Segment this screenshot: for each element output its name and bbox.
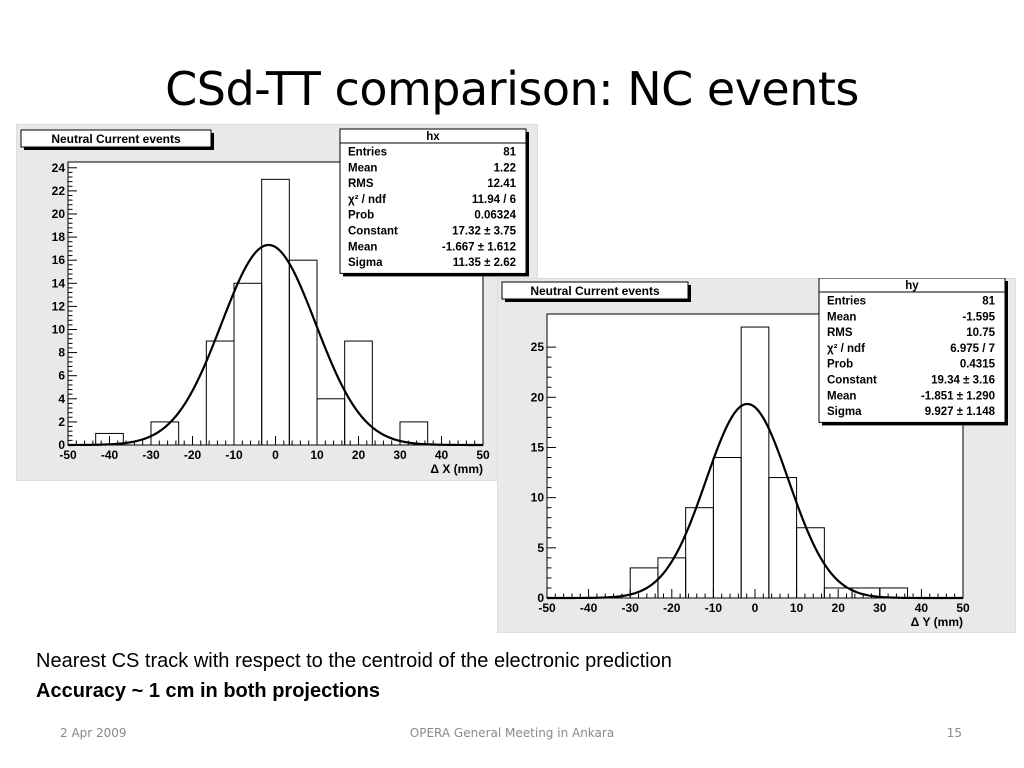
stats-row-value: 0.4315: [960, 359, 996, 371]
x-tick-label: -40: [580, 601, 598, 615]
stats-row-label: Entries: [348, 147, 387, 159]
histogram-bar: [150, 421, 180, 446]
y-tick-label: 4: [58, 392, 65, 406]
stats-row-value: 11.94 / 6: [472, 194, 516, 206]
stats-box: [339, 128, 527, 274]
x-tick-label: 30: [873, 601, 887, 615]
y-tick-label: 2: [58, 415, 65, 429]
y-tick-label: 0: [58, 438, 65, 452]
y-tick-label: 10: [52, 322, 66, 336]
x-tick-label: -20: [663, 601, 681, 615]
stats-row-value: -1.667 ± 1.612: [442, 241, 516, 253]
footer-page-number: 15: [946, 726, 962, 740]
y-tick-label: 0: [537, 591, 544, 605]
x-tick-label: 50: [956, 601, 970, 615]
histogram-title: Neutral Current events: [51, 132, 181, 146]
stats-row-label: Prob: [348, 210, 374, 222]
stats-row-label: Mean: [827, 390, 856, 402]
stats-row-value: -1.595: [962, 311, 995, 323]
stats-row-label: Sigma: [827, 406, 862, 418]
stats-row-value: 6.975 / 7: [950, 343, 995, 355]
stats-row-value: 11.35 ± 2.62: [453, 257, 516, 269]
x-tick-label: 10: [310, 448, 324, 462]
y-tick-label: 20: [52, 207, 66, 221]
slide-title: CSd-TT comparison: NC events: [165, 62, 859, 116]
stats-row-label: Mean: [827, 311, 856, 323]
y-tick-label: 20: [531, 390, 545, 404]
y-tick-label: 12: [52, 299, 66, 313]
gaussian-fit-curve: [67, 243, 483, 447]
x-tick-label: -50: [538, 601, 556, 615]
stats-row-value: 10.75: [966, 327, 995, 339]
stats-row-label: Mean: [348, 241, 377, 253]
y-tick-label: 22: [52, 184, 66, 198]
title-box: [20, 129, 212, 148]
y-tick-label: 15: [531, 440, 545, 454]
x-tick-label: -50: [59, 448, 77, 462]
stats-row-value: -1.851 ± 1.290: [921, 390, 995, 402]
x-tick-label: -20: [184, 448, 202, 462]
stats-box-title: hx: [426, 131, 440, 143]
stats-box: [818, 278, 1006, 423]
x-tick-label: -30: [622, 601, 640, 615]
x-tick-label: 10: [790, 601, 804, 615]
stats-row-value: 12.41: [487, 178, 516, 190]
x-tick-label: -10: [705, 601, 723, 615]
histogram-bar: [399, 421, 429, 446]
stats-row-value: 81: [503, 147, 516, 159]
stats-row-label: Sigma: [348, 257, 383, 269]
histogram-hy-panel: -50 -40 -30 -20 -10 0 10 20 30 40 50 0 5 10 15 20 25 Δ Y …: [497, 278, 1016, 633]
y-tick-label: 10: [531, 491, 545, 505]
stats-row-label: Constant: [827, 375, 877, 387]
caption-line-2: Accuracy ~ 1 cm in both projections: [36, 680, 380, 702]
footer-event: OPERA General Meeting in Ankara: [409, 726, 615, 740]
x-tick-label: 50: [476, 448, 490, 462]
histogram-hx-panel: -50 -40 -30 -20 -10 0 10 20 30 40 5002468101214161…: [16, 124, 538, 481]
x-tick-label: 40: [435, 448, 449, 462]
stats-row-label: χ² / ndf: [827, 343, 865, 355]
stats-row-label: Prob: [827, 359, 853, 371]
gaussian-fit-curve: [547, 402, 963, 600]
stats-row-label: Entries: [827, 296, 866, 308]
stats-row-value: 19.34 ± 3.16: [931, 375, 995, 387]
stats-row-value: 17.32 ± 3.75: [452, 226, 516, 238]
stats-box-title: hy: [905, 280, 919, 292]
y-tick-label: 18: [52, 230, 66, 244]
x-tick-label: 20: [832, 601, 846, 615]
y-tick-label: 25: [531, 340, 545, 354]
x-axis-label: Δ Y (mm): [911, 615, 963, 629]
x-tick-label: 0: [272, 448, 279, 462]
x-tick-label: -10: [225, 448, 243, 462]
y-tick-label: 5: [537, 541, 544, 555]
x-tick-label: 20: [352, 448, 366, 462]
stats-row-value: 1.22: [494, 162, 516, 174]
x-tick-label: 30: [393, 448, 407, 462]
stats-row-value: 81: [982, 296, 995, 308]
stats-row-value: 0.06324: [474, 210, 516, 222]
x-tick-label: -40: [101, 448, 119, 462]
x-tick-label: 0: [752, 601, 759, 615]
y-tick-label: 14: [52, 276, 66, 290]
y-tick-label: 6: [58, 369, 65, 383]
stats-row-label: Mean: [348, 162, 377, 174]
x-tick-label: 40: [915, 601, 929, 615]
y-tick-label: 24: [52, 161, 66, 175]
y-tick-label: 16: [52, 253, 66, 267]
stats-row-label: Constant: [348, 226, 398, 238]
footer-date: 2 Apr 2009: [60, 726, 127, 740]
x-axis-label: Δ X (mm): [430, 462, 483, 476]
histogram-bar: [288, 259, 318, 446]
caption-line-1: Nearest CS track with respect to the cen…: [36, 650, 672, 672]
stats-row-value: 9.927 ± 1.148: [925, 406, 996, 418]
y-tick-label: 8: [58, 346, 65, 360]
title-box: [501, 281, 689, 300]
stats-row-label: χ² / ndf: [348, 194, 386, 206]
histogram-title: Neutral Current events: [530, 284, 660, 298]
stats-row-label: RMS: [348, 178, 374, 190]
x-tick-label: -30: [142, 448, 160, 462]
stats-row-label: RMS: [827, 327, 853, 339]
